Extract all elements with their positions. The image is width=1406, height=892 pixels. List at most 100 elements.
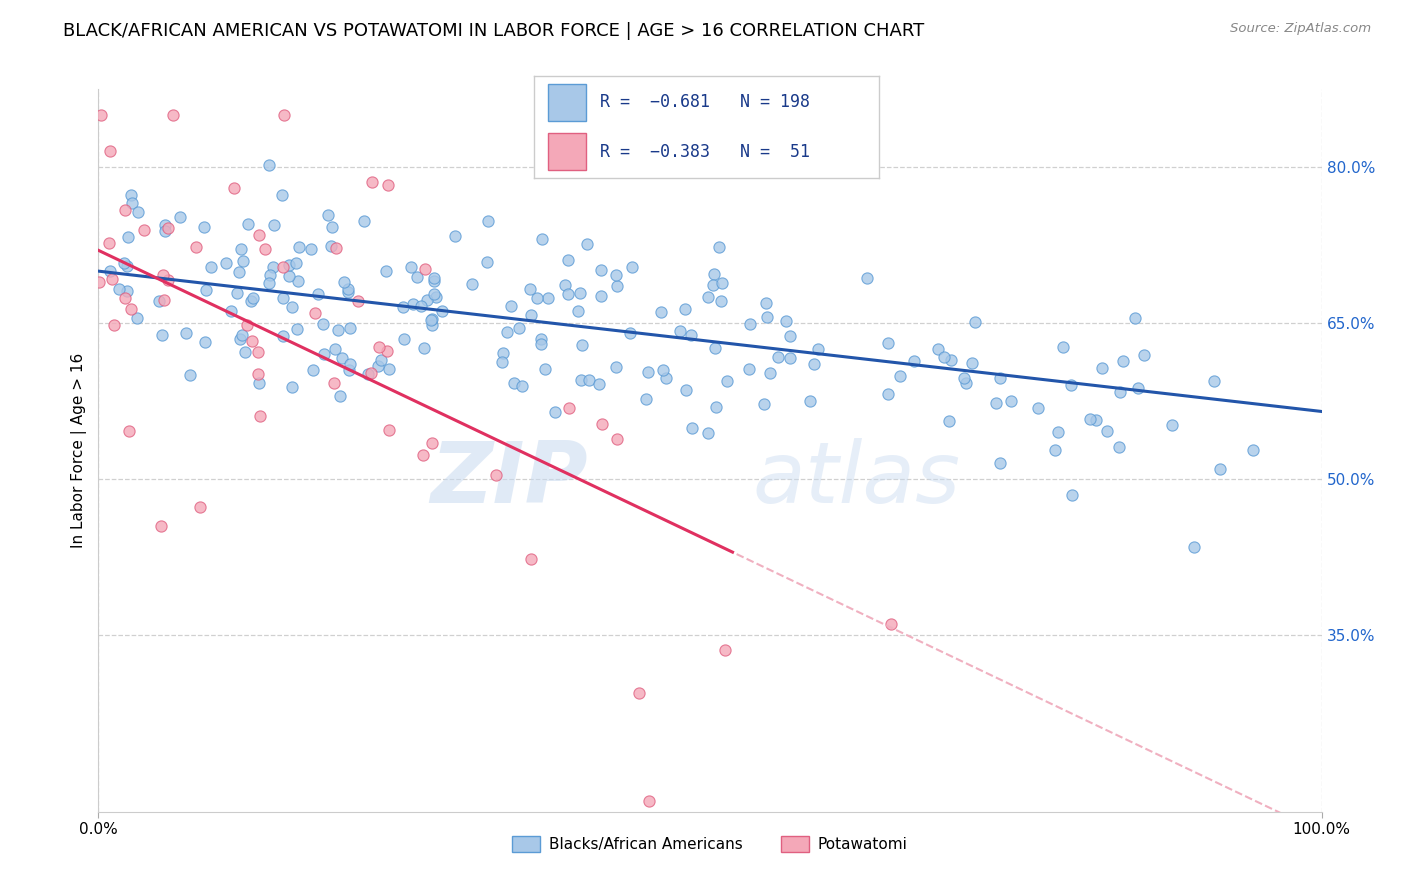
Point xyxy=(242,291,264,305)
Point xyxy=(1095,425,1118,439)
Point xyxy=(132,223,155,237)
Point xyxy=(288,240,311,254)
Point xyxy=(652,362,675,376)
Point xyxy=(526,291,548,305)
Point xyxy=(394,333,416,347)
Point xyxy=(953,371,976,385)
Point xyxy=(280,380,302,394)
Point xyxy=(605,268,627,282)
Point xyxy=(89,108,111,122)
Point xyxy=(152,268,174,282)
Point xyxy=(347,293,370,308)
Point xyxy=(117,259,139,273)
Point xyxy=(738,362,761,376)
Point xyxy=(321,239,343,253)
Point xyxy=(101,271,124,285)
Point xyxy=(444,229,467,244)
Point xyxy=(707,240,730,254)
Point xyxy=(152,293,174,307)
Point xyxy=(575,236,598,251)
Point xyxy=(703,267,725,281)
Point xyxy=(375,343,398,358)
Point xyxy=(169,211,191,225)
Point xyxy=(114,203,136,218)
Text: ZIP: ZIP xyxy=(430,438,588,521)
Point xyxy=(1209,462,1232,476)
Text: atlas: atlas xyxy=(752,438,960,521)
Point xyxy=(669,324,692,338)
Point xyxy=(461,277,484,292)
Point xyxy=(307,287,329,301)
Point xyxy=(697,290,720,304)
Point xyxy=(1184,540,1206,554)
Point xyxy=(304,306,326,320)
Point xyxy=(571,338,593,352)
Point xyxy=(112,256,135,270)
Point xyxy=(711,276,734,290)
Point xyxy=(710,293,733,308)
Point xyxy=(271,260,294,275)
Point xyxy=(1085,413,1108,427)
Point xyxy=(336,282,359,296)
Point xyxy=(856,271,879,285)
Point xyxy=(323,343,346,357)
Point xyxy=(174,326,197,341)
Point xyxy=(637,365,659,379)
Point xyxy=(377,361,399,376)
Point xyxy=(477,214,499,228)
Point xyxy=(263,218,285,232)
Point xyxy=(323,376,346,391)
Point xyxy=(153,224,176,238)
Point xyxy=(423,287,446,301)
Point xyxy=(247,345,270,359)
Point xyxy=(87,275,110,289)
Point xyxy=(965,315,987,329)
Point xyxy=(98,144,121,158)
Point xyxy=(367,341,389,355)
Point xyxy=(416,293,439,307)
Point xyxy=(475,255,498,269)
Point xyxy=(537,291,560,305)
Point xyxy=(420,436,443,450)
Point xyxy=(262,260,284,275)
Point xyxy=(544,405,567,419)
Point xyxy=(153,218,176,232)
Point xyxy=(360,175,382,189)
Point xyxy=(377,178,399,193)
Point xyxy=(673,302,696,317)
Point xyxy=(714,643,737,657)
Point xyxy=(1078,411,1101,425)
Point xyxy=(675,383,697,397)
Point xyxy=(200,260,222,275)
Point xyxy=(880,616,903,631)
Point xyxy=(232,254,254,268)
Point xyxy=(620,260,643,274)
Point xyxy=(432,304,454,318)
Point xyxy=(1112,354,1135,368)
Bar xyxy=(548,84,586,121)
Point xyxy=(1062,488,1084,502)
Point xyxy=(219,303,242,318)
Point xyxy=(508,321,530,335)
Point xyxy=(988,456,1011,470)
Point xyxy=(247,367,270,381)
Point xyxy=(605,360,627,375)
Point xyxy=(1202,375,1225,389)
Point xyxy=(889,369,911,384)
Point xyxy=(1000,394,1022,409)
Point xyxy=(775,314,797,328)
Point xyxy=(420,311,443,326)
Y-axis label: In Labor Force | Age > 16: In Labor Force | Age > 16 xyxy=(72,353,87,548)
Point xyxy=(148,293,170,308)
Point xyxy=(1161,417,1184,432)
Point xyxy=(619,326,641,340)
Point xyxy=(501,299,523,313)
Point xyxy=(179,368,201,382)
Point xyxy=(939,352,962,367)
Point xyxy=(314,346,336,360)
Point xyxy=(877,335,900,350)
Point xyxy=(156,221,179,235)
Point xyxy=(121,195,143,210)
Point xyxy=(406,270,429,285)
Point xyxy=(759,366,782,380)
